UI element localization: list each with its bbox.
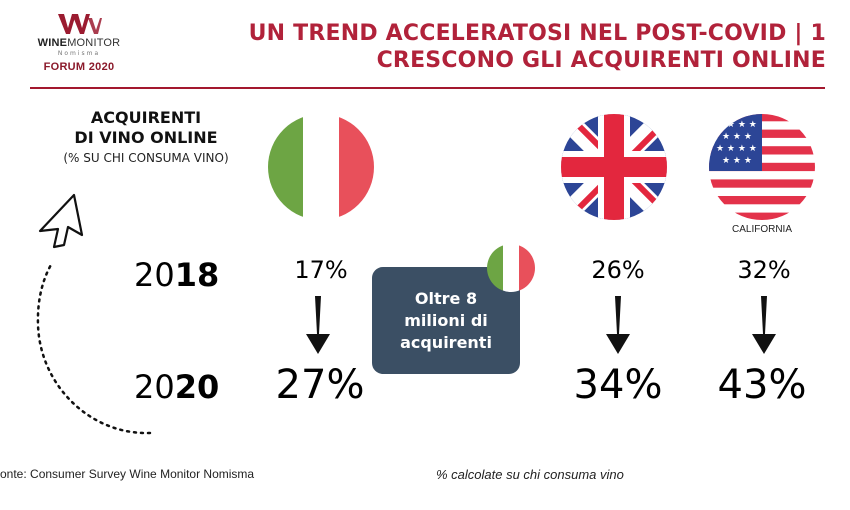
svg-text:★ ★ ★: ★ ★ ★	[722, 132, 752, 142]
source-note: onte: Consumer Survey Wine Monitor Nomis…	[0, 467, 255, 481]
page-title: UN TREND ACCELERATOSI NEL POST-COVID | 1…	[249, 20, 826, 74]
down-arrow-icon	[306, 296, 330, 354]
title-line-2: CRESCONO GLI ACQUIRENTI ONLINE	[376, 48, 826, 73]
logo-sub: Nomisma	[57, 50, 101, 57]
title-line-1: UN TREND ACCELERATOSI NEL POST-COVID | 1	[248, 21, 826, 46]
down-arrow-icon	[752, 296, 776, 354]
uk-flag-icon	[561, 114, 667, 220]
usa-value-2020: 43%	[717, 362, 807, 408]
callout-line-3: acquirenti	[400, 332, 492, 352]
italy-value-2018: 17%	[294, 256, 348, 284]
svg-text:★ ★ ★ ★: ★ ★ ★ ★	[716, 120, 757, 130]
callout-italy-flag-icon	[487, 244, 535, 292]
california-caption: CALIFORNIA	[731, 224, 792, 235]
wine-monitor-logo-icon	[58, 14, 102, 34]
callout-line-2: milioni di	[404, 310, 488, 330]
heading-subtitle: (% SU CHI CONSUMA VINO)	[63, 151, 229, 165]
svg-text:★ ★ ★ ★: ★ ★ ★ ★	[716, 144, 757, 154]
italy-value-2020: 27%	[275, 362, 365, 408]
title-divider	[30, 87, 825, 89]
down-arrow-icon	[606, 296, 630, 354]
uk-value-2020: 34%	[573, 362, 663, 408]
logo-forum: FORUM 2020	[43, 61, 115, 73]
year-2018: 2018	[134, 256, 220, 294]
wine-monitor-logo: WINEMONITOR Nomisma FORUM 2020	[24, 12, 134, 90]
heading-line-1: ACQUIRENTI	[90, 108, 202, 127]
usa-flag-icon: ★ ★ ★ ★ ★ ★ ★ ★ ★ ★ ★ ★ ★ ★	[709, 114, 815, 220]
curved-arrow-icon	[36, 193, 152, 435]
heading-line-2: DI VINO ONLINE	[74, 128, 218, 147]
usa-value-2018: 32%	[737, 256, 791, 284]
left-heading: ACQUIRENTI DI VINO ONLINE (% SU CHI CONS…	[34, 108, 258, 167]
logo-brand: WINEMONITOR	[37, 37, 121, 49]
year-2020: 2020	[134, 368, 220, 406]
callout-line-1: Oltre 8	[414, 288, 478, 308]
uk-value-2018: 26%	[591, 256, 645, 284]
svg-text:★ ★ ★: ★ ★ ★	[722, 156, 752, 166]
italy-flag-icon	[268, 114, 374, 220]
calculation-note: % calcolate su chi consuma vino	[436, 467, 624, 482]
